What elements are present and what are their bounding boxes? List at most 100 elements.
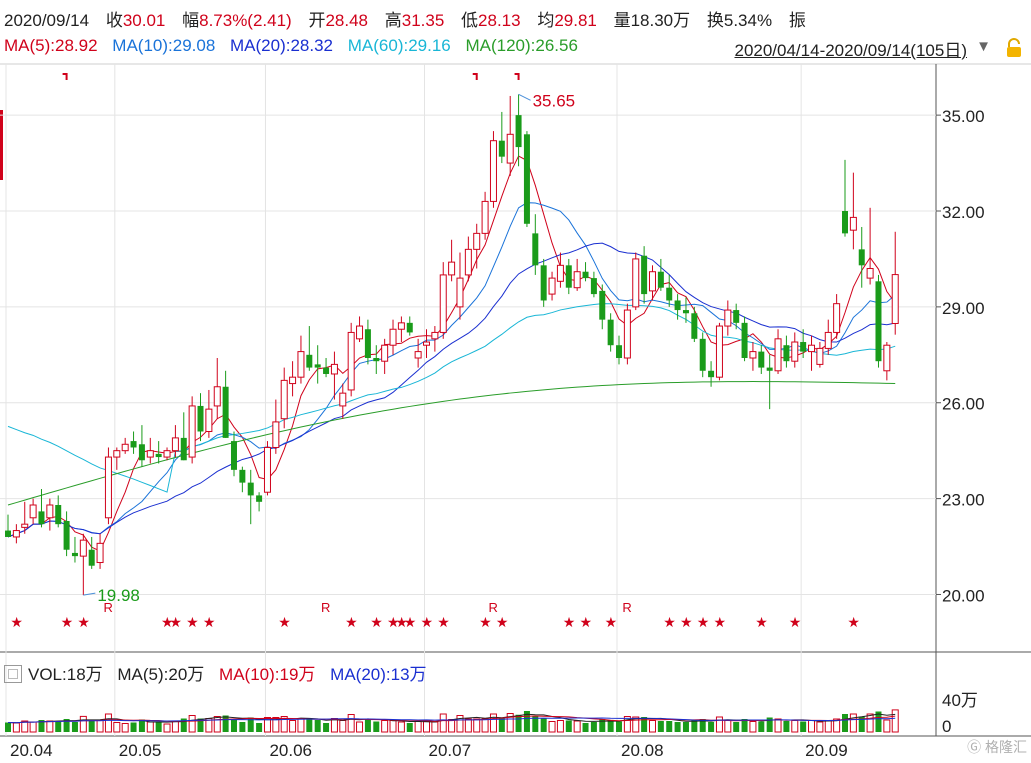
candle-body: [774, 338, 782, 372]
change-label: 幅: [182, 11, 200, 30]
volume-bar: [849, 713, 857, 733]
candle-body: [263, 446, 271, 493]
annotation-leader: [83, 592, 96, 596]
vol-legend-ma10: MA(10):19万: [219, 665, 316, 684]
star-marker: ★: [680, 614, 693, 630]
collapse-panel-icon[interactable]: [4, 665, 22, 683]
quote-date: 2020/09/14: [4, 11, 90, 30]
candle-body: [96, 542, 104, 564]
avg-value: 29.81: [554, 11, 597, 30]
date-tick-label: 20.09: [805, 741, 848, 760]
volume-bar: [733, 722, 740, 732]
candle-body: [573, 271, 581, 289]
volume-bar: [121, 723, 129, 733]
candle-body: [766, 367, 773, 371]
volume-bar: [657, 721, 664, 732]
vol-ma20-line: [7, 717, 896, 724]
candle-body: [540, 265, 547, 301]
candle-body: [657, 271, 664, 288]
volume-bar: [623, 716, 631, 733]
high-label: 高: [384, 11, 402, 30]
lock-icon[interactable]: [1005, 38, 1023, 63]
candle-body: [222, 386, 229, 438]
candle-body: [749, 351, 757, 359]
candle-body: [532, 233, 539, 266]
candle-body: [783, 345, 790, 362]
volume-bar: [146, 721, 154, 733]
event-marker: [514, 73, 520, 80]
candle-body: [498, 140, 505, 157]
candle-body: [347, 331, 355, 391]
candle-body: [883, 344, 891, 372]
star-marker: ★: [169, 614, 182, 630]
volume-bar: [289, 720, 297, 733]
candle-body: [5, 530, 11, 537]
candle-body: [833, 303, 841, 333]
vol-legend-ma20: MA(20):13万: [330, 665, 427, 684]
volume-bar: [842, 714, 848, 732]
candle-body: [565, 265, 572, 288]
candle-body: [456, 277, 464, 308]
high-annotation: 35.65: [518, 91, 575, 110]
volume-bar: [439, 713, 447, 733]
ma-legend: MA(5):28.92 MA(10):29.08 MA(20):28.32 MA…: [4, 36, 578, 56]
dropdown-arrow-icon[interactable]: ▼: [976, 38, 991, 55]
star-marker: ★: [421, 614, 434, 630]
date-tick-label: 20.05: [119, 741, 162, 760]
candle-body: [866, 268, 874, 279]
ma10-legend: MA(10):29.08: [112, 36, 216, 55]
candle-body: [280, 379, 288, 420]
candle-body: [824, 331, 832, 349]
volume-bar: [883, 719, 891, 733]
candle-body: [733, 310, 740, 323]
star-marker: ★: [345, 614, 358, 630]
candle-body: [715, 325, 723, 378]
low-annotation: 19.98: [83, 586, 140, 605]
candle-body: [314, 364, 321, 368]
candle-body: [205, 408, 213, 432]
candle-body: [414, 351, 422, 359]
price-tick-label: 20.00: [942, 586, 985, 605]
close-label: 收: [105, 11, 123, 30]
volume-bar: [155, 722, 162, 732]
candle-body: [339, 392, 347, 407]
candle-body: [239, 469, 246, 483]
volume-bar: [423, 721, 430, 733]
candle-body: [724, 309, 732, 327]
volume-bar: [38, 720, 45, 732]
volume-bar: [464, 718, 472, 733]
volume-value: 18.30万: [630, 11, 691, 30]
candle-body: [213, 386, 221, 407]
amplitude-label: 振: [788, 11, 806, 30]
volume-bar: [699, 719, 706, 732]
star-marker: ★: [437, 614, 450, 630]
volume-bar: [666, 721, 673, 732]
volume-bar: [364, 719, 371, 732]
volume-bar: [180, 718, 187, 732]
candle-body: [71, 552, 78, 557]
star-marker: ★: [203, 614, 216, 630]
volume-bar: [891, 709, 899, 733]
volume-bar: [573, 720, 581, 733]
candle-body: [247, 482, 254, 496]
candle-body: [666, 287, 673, 301]
volume-bar: [532, 716, 539, 732]
star-marker: ★: [697, 614, 710, 630]
star-marker: ★: [605, 614, 618, 630]
candle-body: [632, 258, 640, 308]
date-range-selector[interactable]: 2020/04/14-2020/09/14(105日): [734, 36, 967, 61]
date-tick-label: 20.04: [10, 741, 53, 760]
volume-bar: [247, 717, 254, 732]
volume-bar: [774, 718, 782, 733]
candle-body: [842, 211, 848, 234]
date-tick-label: 20.08: [621, 741, 664, 760]
star-marker: ★: [404, 614, 417, 630]
candle-body: [891, 274, 899, 324]
volume-bar: [79, 715, 87, 733]
volume-bar: [641, 717, 648, 732]
candle-body: [582, 271, 589, 279]
volume-tick-label: 0: [942, 717, 951, 736]
candle-body: [590, 278, 597, 295]
annotation-label: 19.98: [97, 586, 140, 605]
